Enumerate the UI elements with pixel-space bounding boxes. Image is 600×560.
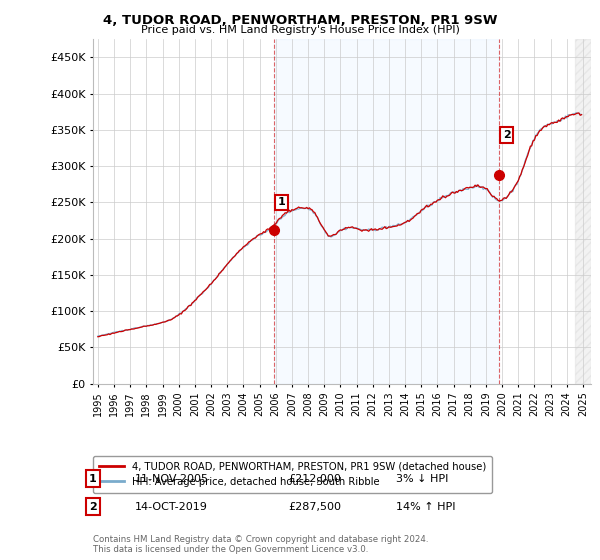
Bar — [274, 39, 499, 384]
Text: 14-OCT-2019: 14-OCT-2019 — [135, 502, 208, 512]
Text: 1: 1 — [89, 474, 97, 484]
Text: £287,500: £287,500 — [288, 502, 341, 512]
Text: Price paid vs. HM Land Registry's House Price Index (HPI): Price paid vs. HM Land Registry's House … — [140, 25, 460, 35]
Text: 3% ↓ HPI: 3% ↓ HPI — [396, 474, 448, 484]
Text: 1: 1 — [278, 197, 286, 207]
Text: 2: 2 — [503, 130, 511, 140]
Legend: 4, TUDOR ROAD, PENWORTHAM, PRESTON, PR1 9SW (detached house), HPI: Average price: 4, TUDOR ROAD, PENWORTHAM, PRESTON, PR1 … — [93, 456, 492, 493]
Text: 14% ↑ HPI: 14% ↑ HPI — [396, 502, 455, 512]
Text: £212,000: £212,000 — [288, 474, 341, 484]
Text: Contains HM Land Registry data © Crown copyright and database right 2024.
This d: Contains HM Land Registry data © Crown c… — [93, 535, 428, 554]
Text: 2: 2 — [89, 502, 97, 512]
Bar — [575, 39, 591, 384]
Text: 4, TUDOR ROAD, PENWORTHAM, PRESTON, PR1 9SW: 4, TUDOR ROAD, PENWORTHAM, PRESTON, PR1 … — [103, 14, 497, 27]
Text: 11-NOV-2005: 11-NOV-2005 — [135, 474, 209, 484]
